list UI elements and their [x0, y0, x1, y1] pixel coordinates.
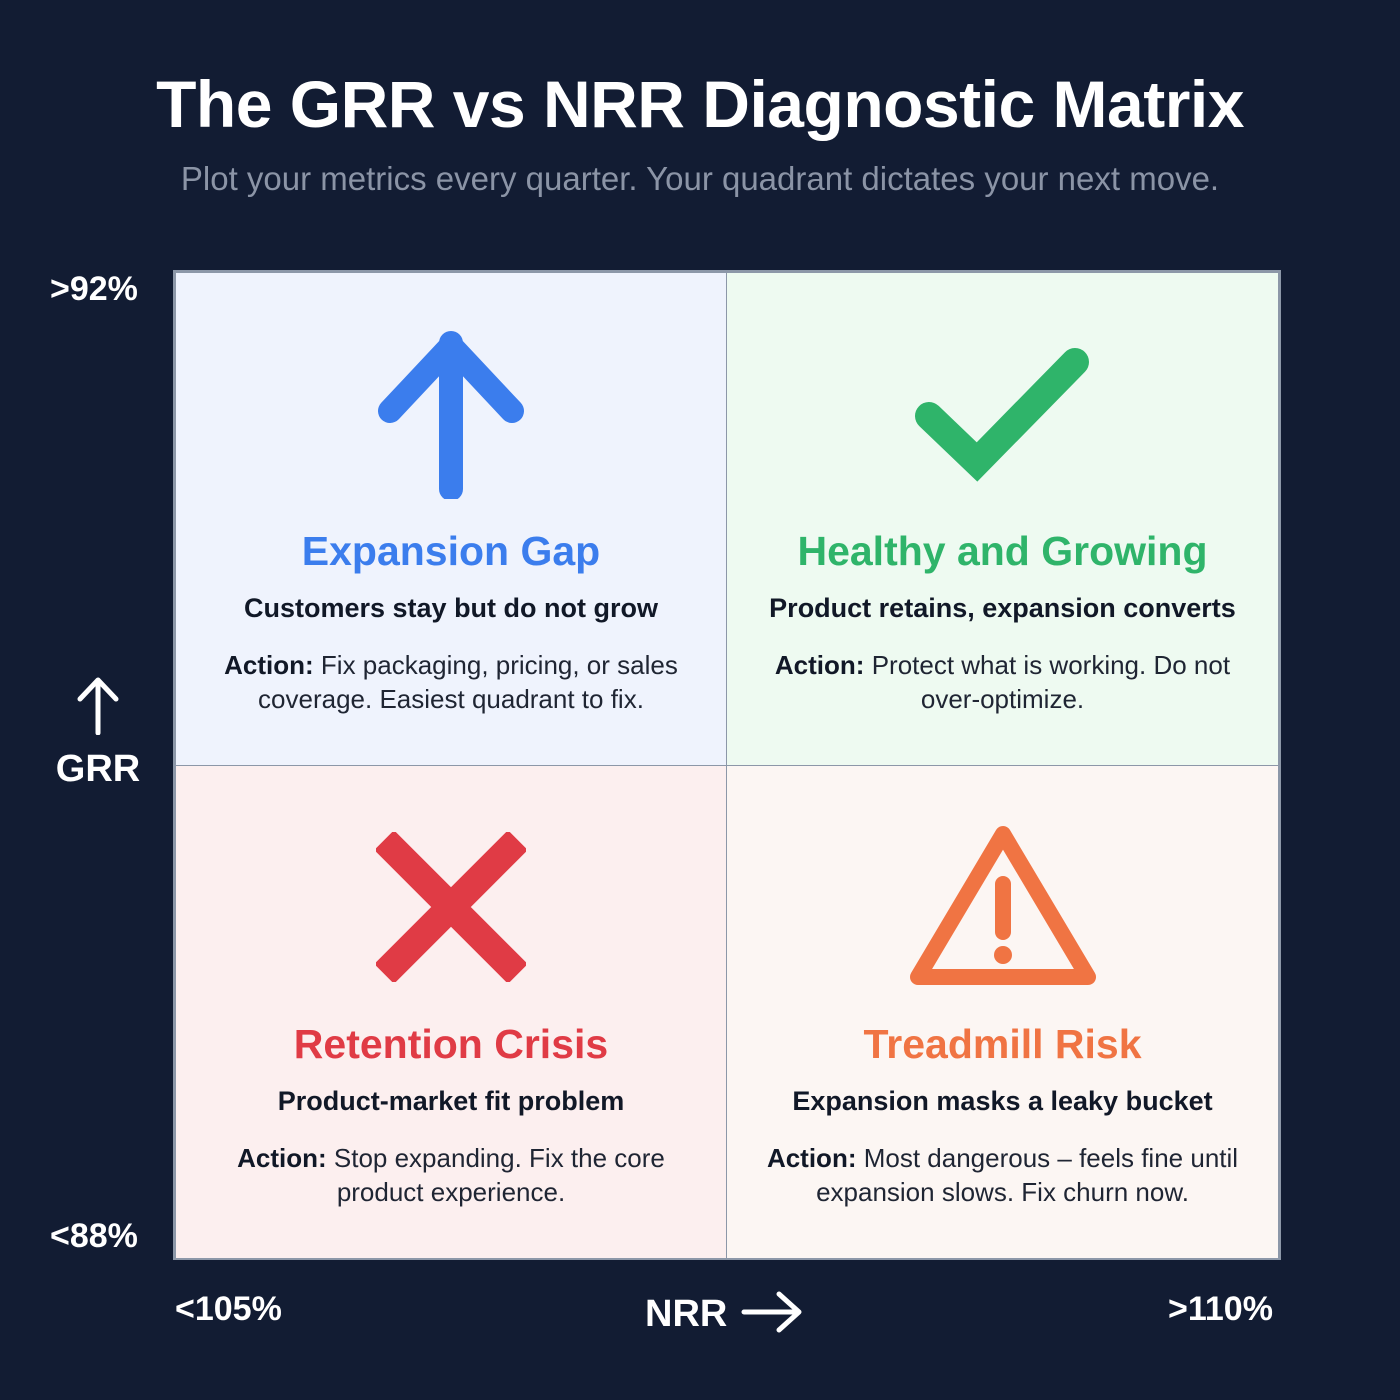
x-axis-title: NRR	[645, 1290, 803, 1339]
action-label: Action:	[237, 1143, 327, 1173]
quadrant-title: Treadmill Risk	[863, 1021, 1142, 1067]
quadrant-action: Action: Most dangerous – feels fine unti…	[757, 1141, 1248, 1209]
y-axis-title: GRR	[48, 675, 148, 791]
y-axis-bottom-label: <88%	[50, 1217, 138, 1255]
arrow-up-icon	[376, 329, 526, 504]
quadrant-title: Retention Crisis	[293, 1021, 609, 1067]
action-label: Action:	[774, 650, 865, 680]
action-label: Action:	[224, 650, 314, 680]
warning-triangle-icon	[908, 822, 1098, 997]
quadrant-subtitle: Product retains, expansion converts	[769, 593, 1236, 623]
y-axis-top-label: >92%	[50, 270, 138, 308]
action-label: Action:	[766, 1143, 857, 1173]
quadrant-subtitle: Customers stay but do not grow	[243, 593, 659, 623]
quadrant-subtitle: Expansion masks a leaky bucket	[792, 1086, 1213, 1116]
action-text: Stop expanding. Fix the core product exp…	[333, 1143, 665, 1207]
x-axis-right-label: >110%	[1168, 1290, 1273, 1328]
quadrant-action: Action: Stop expanding. Fix the core pro…	[206, 1141, 696, 1209]
quadrant-action: Action: Fix packaging, pricing, or sales…	[206, 648, 696, 716]
quadrant-healthy-and-growing: Healthy and Growing Product retains, exp…	[727, 273, 1278, 765]
quadrant-title: Healthy and Growing	[797, 528, 1208, 574]
diagnostic-matrix: Expansion Gap Customers stay but do not …	[173, 270, 1281, 1260]
arrow-up-icon	[76, 675, 120, 740]
quadrant-title: Expansion Gap	[301, 528, 601, 574]
arrow-right-icon	[741, 1290, 803, 1339]
quadrant-action: Action: Protect what is working. Do not …	[757, 648, 1248, 716]
x-axis-left-label: <105%	[175, 1290, 282, 1328]
checkmark-icon	[913, 344, 1093, 489]
page-title: The GRR vs NRR Diagnostic Matrix	[156, 67, 1244, 141]
y-axis-label: GRR	[55, 748, 141, 790]
quadrant-expansion-gap: Expansion Gap Customers stay but do not …	[176, 273, 726, 765]
action-text: Fix packaging, pricing, or sales coverag…	[258, 650, 678, 714]
x-icon	[374, 830, 528, 987]
quadrant-subtitle: Product-market fit problem	[277, 1086, 625, 1116]
action-text: Most dangerous – feels fine until expans…	[816, 1143, 1239, 1207]
x-axis-label: NRR	[645, 1293, 728, 1335]
page-subtitle: Plot your metrics every quarter. Your qu…	[180, 160, 1220, 197]
quadrant-retention-crisis: Retention Crisis Product-market fit prob…	[176, 766, 726, 1258]
action-text: Protect what is working. Do not over-opt…	[871, 650, 1231, 714]
quadrant-treadmill-risk: Treadmill Risk Expansion masks a leaky b…	[727, 766, 1278, 1258]
